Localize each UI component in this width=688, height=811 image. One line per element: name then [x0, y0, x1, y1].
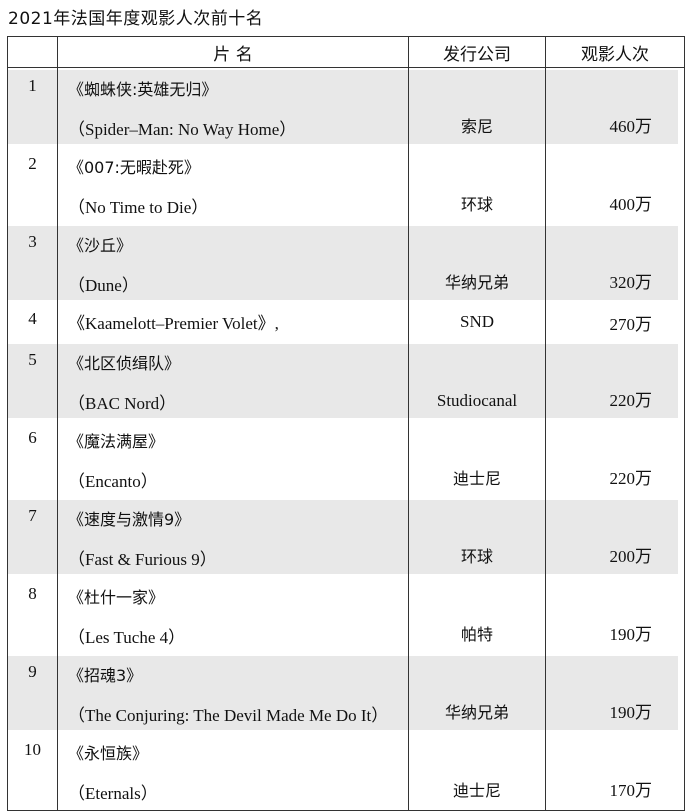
distributor-cell: 华纳兄弟 [408, 224, 546, 302]
admissions-cell: 460万 [545, 67, 685, 146]
table-row: 6 《魔法满屋》 （Encanto） 迪士尼 220万 [8, 420, 685, 498]
distributor-cell: SND [408, 302, 546, 342]
box-office-table: 片 名 发行公司 观影人次 1 《蜘蛛侠:英雄无归》 （Spider–Man: No… [7, 36, 685, 811]
admissions-cell: 220万 [545, 420, 685, 498]
table-row: 2 《007:无暇赴死》 （No Time to Die） 环球 400万 [8, 146, 685, 224]
film-title-cell: 《Kaamelott–Premier Volet》, [57, 302, 409, 342]
rank-cell: 8 [28, 584, 37, 603]
film-title-english: （Encanto） [68, 472, 158, 491]
film-title-chinese: 《007:无暇赴死》 [68, 158, 200, 177]
film-title-chinese: 《沙丘》 [68, 236, 133, 255]
film-title-cell: 《杜什一家》 （Les Tuche 4） [57, 576, 409, 654]
rank-cell: 3 [7, 224, 58, 302]
table-row: 7 《速度与激情9》 （Fast & Furious 9） 环球 200万 [7, 498, 685, 576]
film-title-chinese: 《Kaamelott–Premier Volet》, [68, 314, 279, 333]
film-title-english: （Les Tuche 4） [68, 628, 186, 647]
header-admissions: 观影人次 [545, 36, 685, 68]
film-title-chinese: 《蜘蛛侠:英雄无归》 [68, 80, 218, 99]
film-title-english: （No Time to Die） [68, 198, 209, 217]
distributor-cell: 迪士尼 [408, 420, 546, 498]
film-title-chinese: 《杜什一家》 [68, 588, 165, 607]
film-title-cell: 《007:无暇赴死》 （No Time to Die） [57, 146, 409, 224]
distributor-cell: 环球 [408, 498, 546, 576]
admissions-cell: 190万 [545, 654, 685, 732]
rank-cell: 4 [28, 309, 37, 328]
header-row: 片 名 发行公司 观影人次 [7, 36, 685, 68]
header-rank [7, 36, 58, 68]
table-row: 4 《Kaamelott–Premier Volet》, SND 270万 [8, 302, 685, 342]
film-title-cell: 《速度与激情9》 （Fast & Furious 9） [57, 498, 409, 576]
distributor-cell: Studiocanal [408, 342, 546, 420]
film-title-english: （Eternals） [68, 784, 158, 803]
film-title-cell: 《蜘蛛侠:英雄无归》 （Spider–Man: No Way Home） [57, 67, 409, 146]
header-film-title: 片 名 [57, 36, 409, 68]
film-title-english: （Spider–Man: No Way Home） [68, 120, 297, 139]
film-title-english: （BAC Nord） [68, 394, 177, 413]
admissions-cell: 200万 [545, 498, 685, 576]
film-title-english: （Fast & Furious 9） [68, 550, 217, 569]
header-distributor: 发行公司 [408, 36, 546, 68]
table-row: 10 《永恒族》 （Eternals） 迪士尼 170万 [8, 732, 685, 811]
film-title-english: （Dune） [68, 276, 139, 295]
rank-cell: 5 [7, 342, 58, 420]
table-row: 5 《北区侦缉队》 （BAC Nord） Studiocanal 220万 [7, 342, 685, 420]
film-title-chinese: 《魔法满屋》 [68, 432, 165, 451]
admissions-cell: 400万 [545, 146, 685, 224]
rank-cell: 1 [7, 67, 58, 146]
table-row: 9 《招魂3》 （The Conjuring: The Devil Made Me … [7, 654, 685, 732]
film-title-cell: 《魔法满屋》 （Encanto） [57, 420, 409, 498]
film-title-cell: 《北区侦缉队》 （BAC Nord） [57, 342, 409, 420]
table-row: 3 《沙丘》 （Dune） 华纳兄弟 320万 [7, 224, 685, 302]
film-title-chinese: 《北区侦缉队》 [68, 354, 181, 373]
film-title-chinese: 《速度与激情9》 [68, 510, 191, 529]
rank-cell: 6 [28, 428, 37, 447]
rank-cell: 9 [7, 654, 58, 732]
distributor-cell: 迪士尼 [408, 732, 546, 811]
film-title-cell: 《招魂3》 （The Conjuring: The Devil Made Me D… [57, 654, 409, 732]
film-title-cell: 《沙丘》 （Dune） [57, 224, 409, 302]
distributor-cell: 帕特 [408, 576, 546, 654]
table-row: 1 《蜘蛛侠:英雄无归》 （Spider–Man: No Way Home） 索尼 46… [7, 67, 685, 146]
film-title-chinese: 《永恒族》 [68, 744, 149, 763]
distributor-cell: 华纳兄弟 [408, 654, 546, 732]
distributor-cell: 环球 [408, 146, 546, 224]
admissions-cell: 190万 [545, 576, 685, 654]
film-title-chinese: 《招魂3》 [68, 666, 143, 685]
admissions-cell: 270万 [545, 302, 685, 342]
admissions-cell: 320万 [545, 224, 685, 302]
rank-cell: 7 [7, 498, 58, 576]
admissions-cell: 170万 [545, 732, 685, 811]
table-title: 2021年法国年度观影人次前十名 [8, 9, 264, 29]
rank-cell: 2 [28, 154, 37, 173]
admissions-cell: 220万 [545, 342, 685, 420]
table-row: 8 《杜什一家》 （Les Tuche 4） 帕特 190万 [8, 576, 685, 654]
film-title-english: （The Conjuring: The Devil Made Me Do It） [68, 706, 389, 725]
rank-cell: 10 [24, 740, 41, 759]
film-title-cell: 《永恒族》 （Eternals） [57, 732, 409, 811]
distributor-cell: 索尼 [408, 67, 546, 146]
